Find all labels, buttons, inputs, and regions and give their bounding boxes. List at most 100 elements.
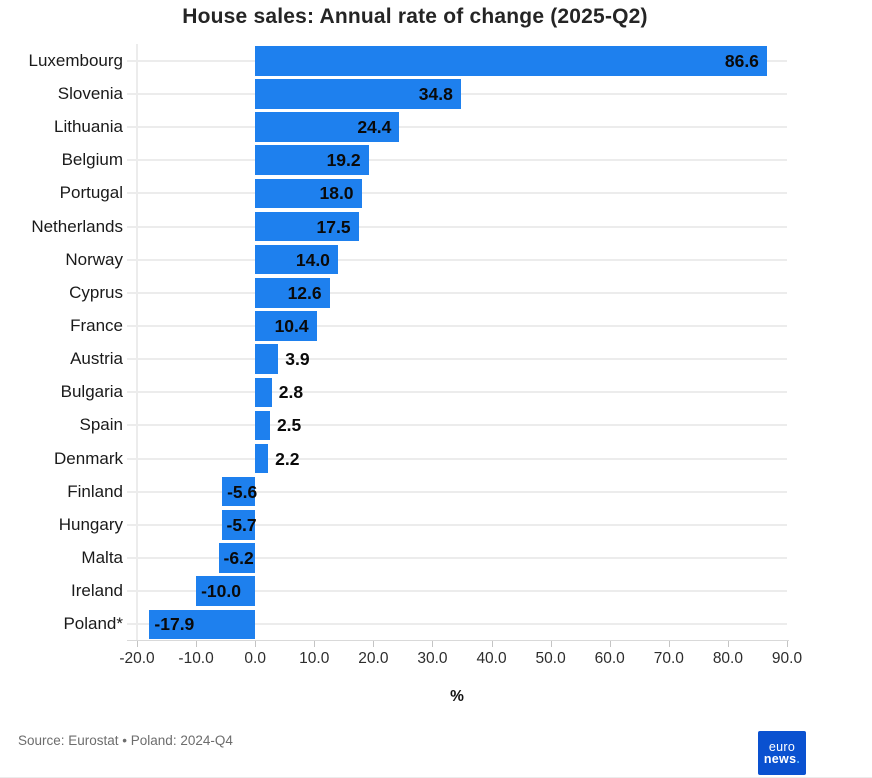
value-label: 2.2 xyxy=(275,448,300,469)
category-label-malta: Malta xyxy=(81,548,123,567)
x-axis-line xyxy=(127,640,789,641)
row-gridline xyxy=(127,358,787,361)
bar-luxembourg xyxy=(255,46,767,76)
logo-text-euro: euro xyxy=(768,740,796,754)
x-axis-tick-label: -10.0 xyxy=(178,650,214,667)
category-label-finland: Finland xyxy=(67,481,123,501)
logo-dot: . xyxy=(796,752,801,766)
logo-text-news: news. xyxy=(763,752,801,766)
x-axis-tick-label: 50.0 xyxy=(535,650,566,667)
category-label-netherlands: Netherlands xyxy=(31,216,123,236)
category-label-slovenia: Slovenia xyxy=(57,83,123,103)
category-label-portugal: Portugal xyxy=(59,183,123,203)
value-label: 18.0 xyxy=(319,183,354,204)
x-axis-tick xyxy=(432,641,434,647)
value-label: 17.5 xyxy=(316,216,351,237)
category-label-luxembourg: Luxembourg xyxy=(28,50,123,70)
x-axis-tick xyxy=(314,641,316,647)
x-axis-tick xyxy=(491,641,493,647)
row-gridline xyxy=(127,291,787,294)
bar-finland xyxy=(222,476,256,507)
value-label: 2.5 xyxy=(276,415,302,436)
value-label: 14.0 xyxy=(295,249,330,270)
row-gridline xyxy=(127,192,787,195)
value-label: 3.9 xyxy=(285,349,310,370)
value-label: -5.6 xyxy=(227,481,258,502)
x-axis-tick xyxy=(255,641,257,647)
x-axis-tick xyxy=(609,641,611,647)
row-gridline xyxy=(127,391,787,394)
x-axis-tick xyxy=(787,641,788,647)
bar-spain xyxy=(255,410,270,441)
value-label: 10.4 xyxy=(274,315,309,336)
category-label-spain: Spain xyxy=(79,415,123,435)
x-axis-tick xyxy=(373,641,375,647)
bar-france xyxy=(255,311,317,341)
x-axis-tick-label: 40.0 xyxy=(476,650,507,667)
row-gridline xyxy=(127,523,787,526)
value-label: -5.7 xyxy=(226,514,257,535)
category-label-cyprus: Cyprus xyxy=(69,282,123,302)
bar-austria xyxy=(255,344,279,374)
x-axis-title: % xyxy=(450,688,464,705)
row-gridline xyxy=(127,225,787,228)
category-label-bulgaria: Bulgaria xyxy=(60,382,123,402)
x-axis-tick-label: 30.0 xyxy=(417,650,448,667)
bar-ireland xyxy=(196,576,256,606)
category-label-austria: Austria xyxy=(70,349,123,369)
value-label: 86.6 xyxy=(724,50,759,71)
row-gridline xyxy=(127,159,787,162)
category-label-belgium: Belgium xyxy=(61,150,123,170)
bar-malta xyxy=(218,543,256,573)
bar-cyprus xyxy=(255,278,330,308)
x-axis-tick xyxy=(550,641,552,647)
x-axis-tick xyxy=(727,641,729,647)
category-label-lithuania: Lithuania xyxy=(53,117,123,137)
category-label-ireland: Ireland xyxy=(71,581,123,601)
bar-lithuania xyxy=(255,112,400,142)
value-label: -10.0 xyxy=(201,581,241,602)
chart-title: House sales: Annual rate of change (2025… xyxy=(182,5,648,28)
bar-poland xyxy=(149,609,256,640)
row-gridline xyxy=(127,457,787,460)
value-label: 34.8 xyxy=(418,83,453,104)
bar-denmark xyxy=(255,443,269,474)
x-axis-tick-label: 20.0 xyxy=(358,650,389,667)
x-axis-tick-label: 0.0 xyxy=(244,650,266,667)
value-label: 12.6 xyxy=(287,282,322,303)
bar-bulgaria xyxy=(255,377,272,407)
category-label-denmark: Denmark xyxy=(54,448,123,468)
x-axis-tick-label: 60.0 xyxy=(594,650,625,667)
x-axis-tick-label: 10.0 xyxy=(299,650,330,667)
x-axis-tick-label: 90.0 xyxy=(771,650,803,667)
bar-hungary xyxy=(221,510,256,540)
row-gridline xyxy=(127,324,787,327)
source-note: Source: Eurostat • Poland: 2024-Q4 xyxy=(18,733,233,748)
row-gridline xyxy=(127,490,787,493)
value-label: -6.2 xyxy=(223,548,254,568)
bar-belgium xyxy=(255,145,369,175)
category-label-poland: Poland* xyxy=(63,614,123,634)
bar-netherlands xyxy=(255,211,359,242)
category-label-hungary: Hungary xyxy=(58,514,123,534)
value-label: -17.9 xyxy=(154,614,195,635)
row-gridline xyxy=(127,258,787,261)
x-axis-tick xyxy=(196,641,198,647)
x-axis-tick xyxy=(137,641,138,647)
category-label-norway: Norway xyxy=(65,249,123,269)
x-axis-tick-label: 70.0 xyxy=(653,650,684,667)
category-label-france: France xyxy=(70,315,123,335)
plot-area: Luxembourg 86.6 Slovenia 34.8 Lithuania 24.4 B… xyxy=(0,44,872,640)
x-axis-tick-label: -20.0 xyxy=(119,650,155,667)
row-gridline xyxy=(127,126,787,129)
row-gridline xyxy=(127,557,787,559)
bar-slovenia xyxy=(255,79,461,109)
value-label: 19.2 xyxy=(326,150,361,171)
x-axis-tick xyxy=(668,641,670,647)
value-label: 24.4 xyxy=(357,117,392,138)
x-axis-tick-label: 80.0 xyxy=(712,650,743,667)
row-gridline xyxy=(127,623,787,626)
row-gridline xyxy=(127,590,787,593)
bar-portugal xyxy=(255,178,362,209)
